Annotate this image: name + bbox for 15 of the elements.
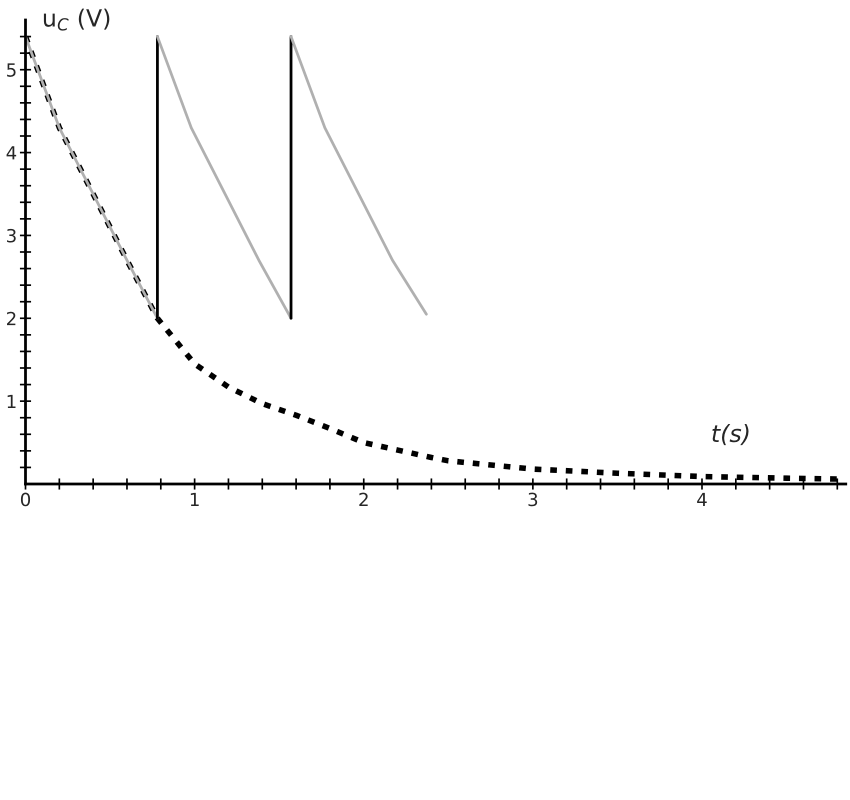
x-tick-label: 1 xyxy=(190,492,199,506)
y-axis-title: u$_{C}$ (V) xyxy=(44,8,110,31)
x-tick-label: 0 xyxy=(20,492,30,506)
y-tick-label: 2 xyxy=(7,312,16,326)
y-tick-label: 5 xyxy=(7,63,16,77)
x-tick-label: 4 xyxy=(697,492,707,506)
line-series xyxy=(26,35,159,320)
line-series xyxy=(290,35,428,316)
y-tick-label: 3 xyxy=(7,228,16,243)
x-axis-title: t(s) xyxy=(712,424,748,446)
x-tick-label: 3 xyxy=(528,492,538,506)
y-tick-label: 1 xyxy=(8,394,16,408)
line-series xyxy=(156,35,292,320)
x-tick-label: 2 xyxy=(359,492,368,506)
y-tick-label: 4 xyxy=(6,146,16,160)
